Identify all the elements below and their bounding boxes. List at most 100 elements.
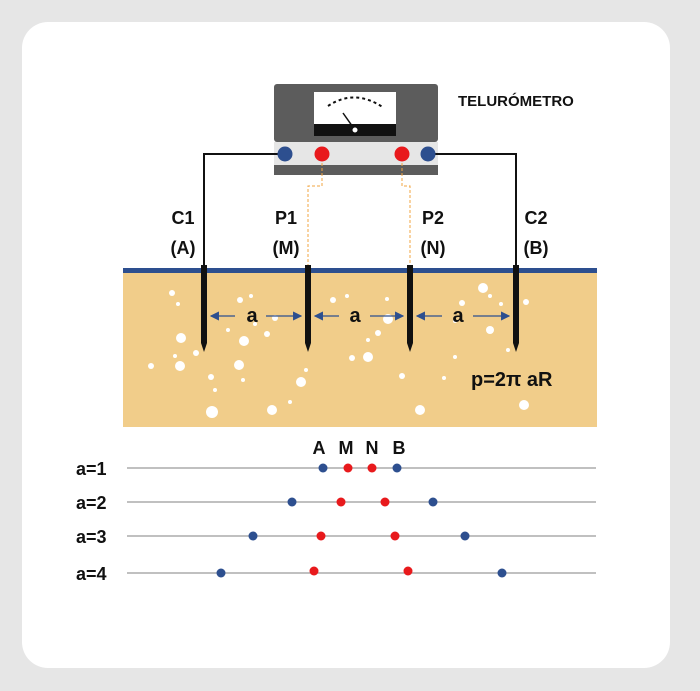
soil-pebble [226,328,230,332]
spacing-row: a=3 [76,527,596,547]
point-b [392,463,402,473]
stake-p2 [407,265,413,352]
point-b [460,531,470,541]
stake-c2 [513,265,519,352]
soil-pebble [375,330,381,336]
soil-pebble [296,377,306,387]
instrument-base [274,165,438,175]
header-a: A [313,438,326,458]
soil-pebble [253,322,257,326]
telurometro-instrument [274,84,438,175]
instrument-title: TELURÓMETRO [458,92,574,110]
header-n: N [366,438,379,458]
soil-pebble [499,302,503,306]
soil-pebble [519,400,529,410]
soil-pebble [237,297,243,303]
wire-c2 [428,153,517,268]
soil-pebble [453,319,457,323]
point-n [403,566,413,576]
point-n [380,497,390,507]
electrode-c2-alias: (B) [524,238,549,258]
point-m [336,497,346,507]
soil-pebble [267,405,277,415]
soil-pebble [453,355,457,359]
soil-pebble [193,350,199,356]
spacing-label: a [246,305,258,327]
spacing-arrow-3: a [415,305,511,327]
soil-pebble [176,333,186,343]
point-a [318,463,328,473]
terminal-p1 [314,146,330,162]
soil-pebble [206,406,218,418]
electrode-p2-alias: (N) [421,238,446,258]
point-a [248,531,258,541]
point-n [390,531,400,541]
soil-pebble [506,348,510,352]
electrode-p1-name: P1 [275,208,297,228]
stake-p1 [305,265,311,352]
resistivity-formula: p=2π aR [471,369,553,391]
soil-pebble [148,363,154,369]
stake-c1 [201,265,207,352]
wire-p1 [307,163,323,268]
soil-pebble [234,360,244,370]
point-m [309,566,319,576]
electrode-p1-alias: (M) [273,238,300,258]
soil-pebble [208,374,214,380]
soil-pebble [169,290,175,296]
row-label: a=3 [76,527,107,547]
soil-pebble [264,331,270,337]
point-m [316,531,326,541]
wire-p2 [401,163,411,268]
electrode-c1-name: C1 [171,208,194,228]
spacing-row: a=2 [76,493,596,513]
soil-pebble [415,405,425,415]
soil-pebble [213,388,217,392]
soil-pebble [241,378,245,382]
spacing-row: a=4 [76,564,596,584]
spacing-arrow-2: a [313,305,405,327]
soil-pebble [249,294,253,298]
header-b: B [393,438,406,458]
spacing-row: a=1 [76,459,596,479]
electrode-c2-name: C2 [524,208,547,228]
soil-pebble [239,336,249,346]
soil-pebble [366,338,370,342]
soil-pebble [459,300,465,306]
soil-pebble [442,376,446,380]
wire-c1 [203,153,285,268]
row-label: a=1 [76,459,107,479]
ground-surface-line [123,268,597,273]
terminal-c2 [420,146,436,162]
spacing-arrow-1: a [209,305,303,327]
soil-pebble [399,373,405,379]
row-label: a=2 [76,493,107,513]
terminal-c1 [277,146,293,162]
point-m [343,463,353,473]
soil-pebble [288,400,292,404]
soil-pebble [176,302,180,306]
meter-dial-arc [327,96,385,109]
point-a [216,568,226,578]
soil-pebbles [148,283,529,418]
row-label: a=4 [76,564,107,584]
soil-pebble [349,355,355,361]
spacing-label: a [349,305,361,327]
electrode-p2-name: P2 [422,208,444,228]
point-n [367,463,377,473]
soil-pebble [363,352,373,362]
soil-pebble [478,283,488,293]
header-m: M [339,438,354,458]
electrode-c1-alias: (A) [171,238,196,258]
meter-pivot [351,126,359,134]
terminal-p2 [394,146,410,162]
soil-pebble [173,354,177,358]
soil-pebble [486,326,494,334]
soil-pebble [523,299,529,305]
soil-pebble [345,294,349,298]
electrode-stakes [201,265,519,352]
soil-pebble [330,297,336,303]
point-b [428,497,438,507]
soil-pebble [385,297,389,301]
